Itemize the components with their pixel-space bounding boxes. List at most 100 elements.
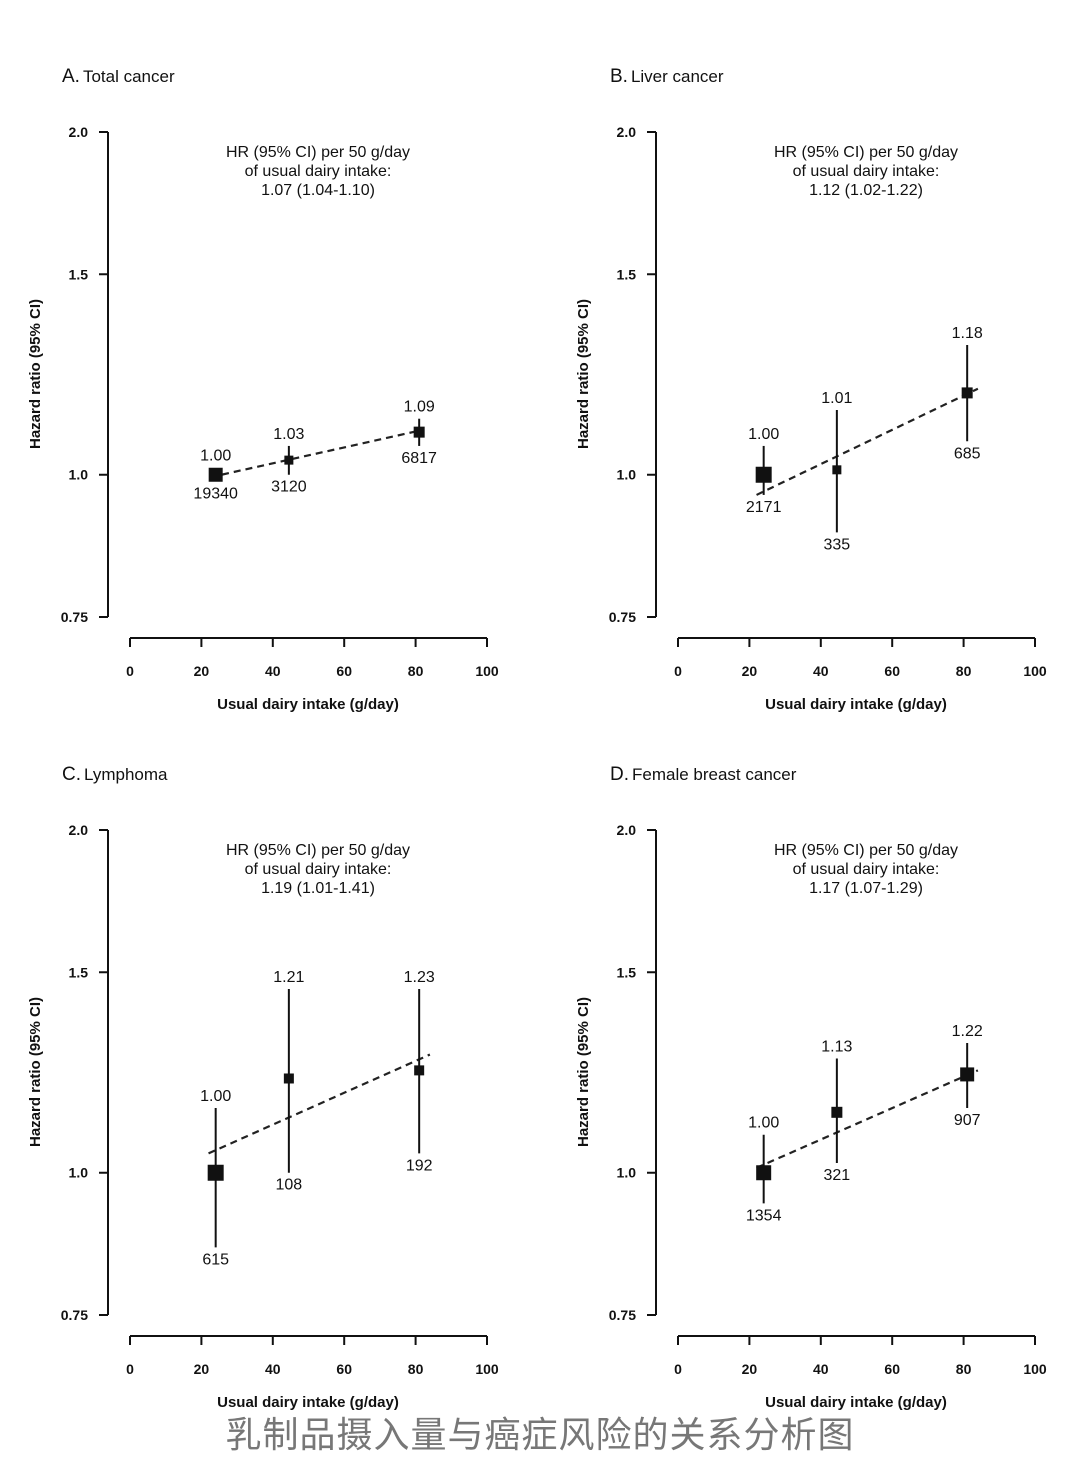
- data-point: [283, 1073, 294, 1084]
- hr-annotation-line: HR (95% CI) per 50 g/day: [774, 144, 958, 161]
- y-tick-label: 1.0: [69, 467, 89, 483]
- x-tick-label: 0: [126, 663, 134, 679]
- data-point: [831, 1106, 843, 1118]
- y-tick-label: 1.5: [69, 964, 89, 980]
- y-tick-label: 2.0: [69, 124, 89, 140]
- x-tick-label: 40: [813, 1361, 829, 1377]
- x-tick-label: 20: [194, 1361, 210, 1377]
- x-tick-label: 100: [475, 1361, 499, 1377]
- y-tick-label: 2.0: [617, 124, 637, 140]
- case-count-label: 19340: [193, 486, 238, 503]
- case-count-label: 615: [202, 1251, 229, 1268]
- x-tick-label: 100: [1023, 663, 1047, 679]
- x-tick-label: 100: [1023, 1361, 1047, 1377]
- hr-value-label: 1.21: [273, 969, 304, 986]
- x-tick-label: 80: [956, 663, 972, 679]
- data-point: [414, 1065, 425, 1076]
- y-tick-label: 1.5: [617, 964, 637, 980]
- data-point: [208, 467, 223, 482]
- x-axis-label: Usual dairy intake (g/day): [765, 696, 947, 713]
- x-axis-label: Usual dairy intake (g/day): [765, 1394, 947, 1411]
- x-tick-label: 80: [408, 1361, 424, 1377]
- y-tick-label: 0.75: [61, 1307, 88, 1323]
- x-tick-label: 20: [742, 1361, 758, 1377]
- panel-letter: C.: [62, 764, 81, 785]
- case-count-label: 108: [276, 1177, 303, 1194]
- y-tick-label: 0.75: [609, 1307, 636, 1323]
- y-tick-label: 2.0: [69, 822, 89, 838]
- panel-letter: D.: [610, 764, 629, 785]
- data-point: [755, 466, 772, 483]
- hr-annotation-line: of usual dairy intake:: [793, 163, 940, 180]
- y-axis-label: Hazard ratio (95% CI): [27, 299, 44, 449]
- panel-d: D. Female breast cancer 0.75 1.0 1.5 2.0 Hazar…: [575, 764, 1047, 1411]
- y-axis-label: Hazard ratio (95% CI): [575, 299, 592, 449]
- y-tick-label: 1.5: [69, 266, 89, 282]
- x-tick-label: 40: [813, 663, 829, 679]
- trend-line: [208, 1053, 431, 1155]
- trend-line: [210, 429, 422, 479]
- hr-value-label: 1.09: [404, 399, 435, 416]
- y-axis-label: Hazard ratio (95% CI): [27, 997, 44, 1147]
- case-count-label: 907: [954, 1112, 981, 1129]
- hr-annotation-line: 1.12 (1.02-1.22): [809, 182, 923, 199]
- case-count-label: 3120: [271, 479, 307, 496]
- hr-value-label: 1.00: [200, 1088, 231, 1105]
- hr-value-label: 1.03: [273, 426, 304, 443]
- case-count-label: 192: [406, 1157, 433, 1174]
- data-point: [207, 1164, 224, 1181]
- x-tick-label: 20: [742, 663, 758, 679]
- x-tick-label: 100: [475, 663, 499, 679]
- case-count-label: 321: [824, 1167, 851, 1184]
- hr-value-label: 1.18: [952, 325, 983, 342]
- figure-caption: 乳制品摄入量与癌症风险的关系分析图: [225, 1415, 855, 1456]
- case-count-label: 1354: [746, 1207, 782, 1224]
- hr-annotation-line: 1.07 (1.04-1.10): [261, 182, 375, 199]
- x-tick-label: 60: [884, 663, 900, 679]
- x-tick-label: 60: [336, 663, 352, 679]
- y-tick-label: 0.75: [61, 609, 88, 625]
- data-point: [413, 426, 425, 438]
- panel-title-text: Liver cancer: [631, 67, 724, 86]
- hr-value-label: 1.00: [748, 426, 779, 443]
- data-point: [756, 1165, 772, 1181]
- panel-letter: B.: [610, 66, 628, 87]
- hr-annotation-line: of usual dairy intake:: [245, 861, 392, 878]
- y-axis-label: Hazard ratio (95% CI): [575, 997, 592, 1147]
- hr-annotation-line: HR (95% CI) per 50 g/day: [774, 842, 958, 859]
- hr-annotation-line: of usual dairy intake:: [245, 163, 392, 180]
- x-tick-label: 60: [336, 1361, 352, 1377]
- y-tick-label: 1.0: [69, 1165, 89, 1181]
- y-tick-label: 1.0: [617, 467, 637, 483]
- panel-title-text: Total cancer: [83, 67, 175, 86]
- panel-c: C. Lymphoma 0.75 1.0 1.5 2.0 Hazard ratio (95%…: [27, 764, 499, 1411]
- data-point: [960, 1067, 975, 1082]
- x-tick-label: 20: [194, 663, 210, 679]
- hr-value-label: 1.13: [821, 1038, 852, 1055]
- hr-annotation-line: HR (95% CI) per 50 g/day: [226, 842, 410, 859]
- data-point: [832, 465, 842, 475]
- x-tick-label: 0: [674, 663, 682, 679]
- hr-annotation-line: of usual dairy intake:: [793, 861, 940, 878]
- hr-value-label: 1.01: [821, 390, 852, 407]
- panel-a: A. Total cancer 0.75 1.0 1.5 2.0 Hazard ratio …: [27, 66, 499, 713]
- hr-value-label: 1.00: [200, 448, 231, 465]
- y-tick-label: 2.0: [617, 822, 637, 838]
- y-tick-label: 1.0: [617, 1165, 637, 1181]
- panel-title: C. Lymphoma: [62, 764, 168, 785]
- x-axis-label: Usual dairy intake (g/day): [217, 696, 399, 713]
- data-point: [961, 387, 973, 399]
- hr-value-label: 1.23: [404, 969, 435, 986]
- hr-annotation-line: HR (95% CI) per 50 g/day: [226, 144, 410, 161]
- hr-annotation-line: 1.17 (1.07-1.29): [809, 880, 923, 897]
- hr-annotation-line: 1.19 (1.01-1.41): [261, 880, 375, 897]
- case-count-label: 6817: [401, 450, 437, 467]
- panel-letter: A.: [62, 66, 80, 87]
- hr-value-label: 1.00: [748, 1115, 779, 1132]
- x-axis-label: Usual dairy intake (g/day): [217, 1394, 399, 1411]
- x-tick-label: 40: [265, 663, 281, 679]
- x-tick-label: 40: [265, 1361, 281, 1377]
- panel-title-text: Female breast cancer: [632, 765, 797, 784]
- data-point: [284, 455, 294, 465]
